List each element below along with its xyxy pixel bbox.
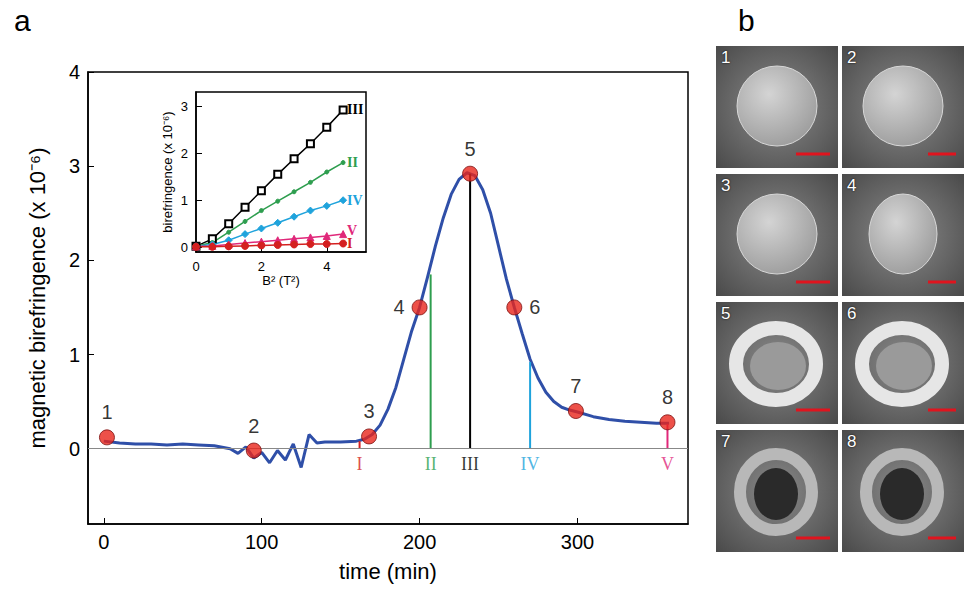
svg-text:III: III	[461, 454, 479, 474]
html-text:8: 8	[847, 432, 857, 451]
html-text:2: 2	[847, 48, 857, 67]
svg-text:2: 2	[248, 415, 259, 437]
svg-text:2: 2	[181, 146, 188, 161]
svg-text:0: 0	[181, 240, 188, 255]
svg-text:7: 7	[570, 375, 581, 397]
svg-text:I: I	[357, 454, 363, 474]
html-text:5: 5	[721, 304, 731, 323]
html-text:1: 1	[721, 48, 731, 67]
svg-text:3: 3	[363, 400, 374, 422]
svg-text:100: 100	[245, 531, 278, 553]
svg-text:0: 0	[69, 438, 80, 460]
svg-text:birefringence (x 10⁻⁶): birefringence (x 10⁻⁶)	[160, 111, 175, 232]
svg-text:II: II	[347, 155, 358, 170]
svg-text:0: 0	[98, 531, 109, 553]
html-text:7: 7	[721, 432, 731, 451]
svg-text:I: I	[347, 236, 352, 251]
html-text:3: 3	[721, 176, 731, 195]
html-text:b: b	[738, 4, 755, 37]
svg-text:IV: IV	[521, 454, 540, 474]
svg-text:1: 1	[181, 193, 188, 208]
svg-text:4: 4	[393, 296, 404, 318]
svg-text:5: 5	[465, 138, 476, 160]
svg-text:4: 4	[323, 259, 330, 274]
svg-text:200: 200	[403, 531, 436, 553]
svg-text:V: V	[661, 454, 674, 474]
svg-text:B² (T²): B² (T²)	[262, 273, 300, 288]
svg-text:time (min): time (min)	[339, 559, 437, 584]
svg-text:2: 2	[258, 259, 265, 274]
svg-text:III: III	[347, 102, 363, 117]
svg-text:3: 3	[181, 99, 188, 114]
html-text:4: 4	[847, 176, 857, 195]
svg-text:V: V	[347, 223, 358, 238]
svg-text:8: 8	[662, 386, 673, 408]
svg-text:1: 1	[69, 344, 80, 366]
svg-text:3: 3	[69, 155, 80, 177]
svg-text:II: II	[425, 454, 437, 474]
svg-text:0: 0	[192, 259, 199, 274]
svg-text:300: 300	[561, 531, 594, 553]
html-text:a: a	[14, 4, 31, 37]
svg-text:2: 2	[69, 249, 80, 271]
svg-text:6: 6	[529, 296, 540, 318]
svg-text:IV: IV	[347, 193, 363, 208]
svg-text:1: 1	[101, 401, 112, 423]
svg-text:4: 4	[69, 61, 80, 83]
html-text:6: 6	[847, 304, 857, 323]
svg-text:magnetic birefringence (x 10⁻⁶: magnetic birefringence (x 10⁻⁶)	[25, 148, 50, 449]
